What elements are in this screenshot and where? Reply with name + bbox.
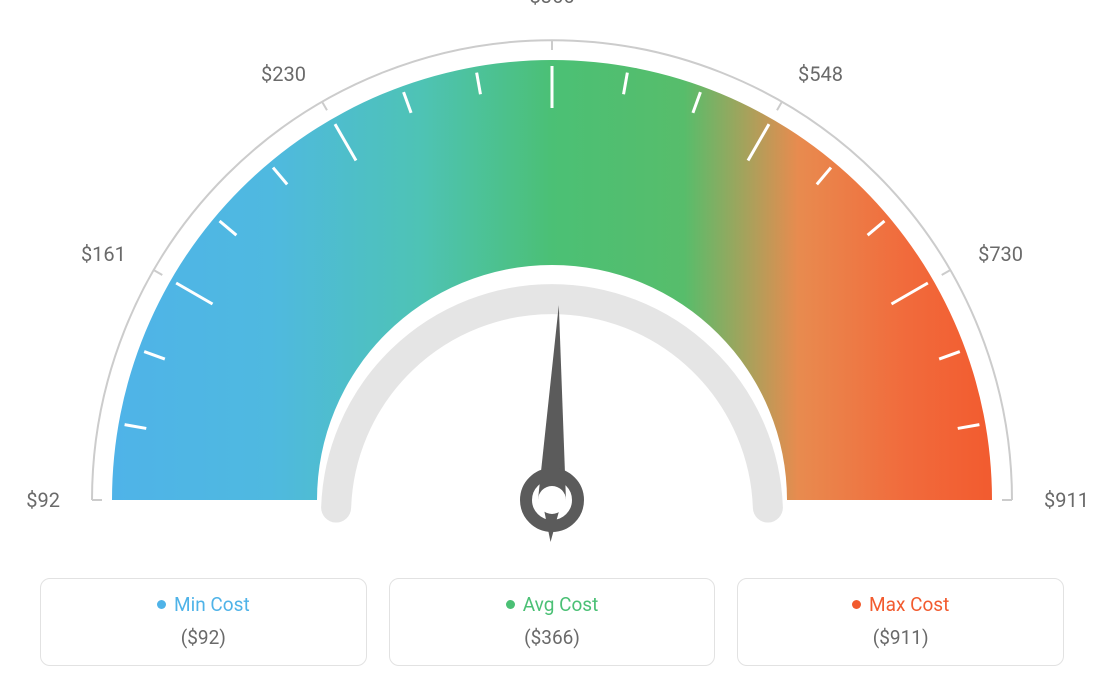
legend-dot-avg bbox=[506, 600, 515, 609]
legend-title-min: Min Cost bbox=[174, 593, 250, 616]
gauge-scale-label: $548 bbox=[798, 62, 843, 86]
chart-container: $92 $161 $230 $366 $548 $730 $911 Min Cost ($9… bbox=[0, 0, 1104, 690]
legend-title-row: Avg Cost bbox=[400, 593, 705, 616]
gauge-scale-label: $230 bbox=[261, 62, 306, 86]
gauge-scale-label: $161 bbox=[81, 242, 126, 266]
gauge-scale-label: $92 bbox=[26, 488, 60, 512]
gauge-scale-label: $911 bbox=[1044, 488, 1089, 512]
gauge-area: $92 $161 $230 $366 $548 $730 $911 bbox=[0, 0, 1104, 560]
legend-title-row: Max Cost bbox=[748, 593, 1053, 616]
legend-row: Min Cost ($92) Avg Cost ($366) Max Cost … bbox=[40, 578, 1064, 666]
gauge-scale-label: $730 bbox=[978, 242, 1023, 266]
legend-card-avg: Avg Cost ($366) bbox=[389, 578, 716, 666]
legend-title-avg: Avg Cost bbox=[523, 593, 599, 616]
legend-card-max: Max Cost ($911) bbox=[737, 578, 1064, 666]
legend-value-max: ($911) bbox=[748, 626, 1053, 649]
legend-title-max: Max Cost bbox=[869, 593, 949, 616]
legend-value-avg: ($366) bbox=[400, 626, 705, 649]
legend-value-min: ($92) bbox=[51, 626, 356, 649]
legend-dot-max bbox=[852, 600, 861, 609]
legend-card-min: Min Cost ($92) bbox=[40, 578, 367, 666]
legend-title-row: Min Cost bbox=[51, 593, 356, 616]
gauge-svg bbox=[0, 0, 1104, 560]
legend-dot-min bbox=[157, 600, 166, 609]
gauge-scale-label: $366 bbox=[530, 0, 575, 8]
